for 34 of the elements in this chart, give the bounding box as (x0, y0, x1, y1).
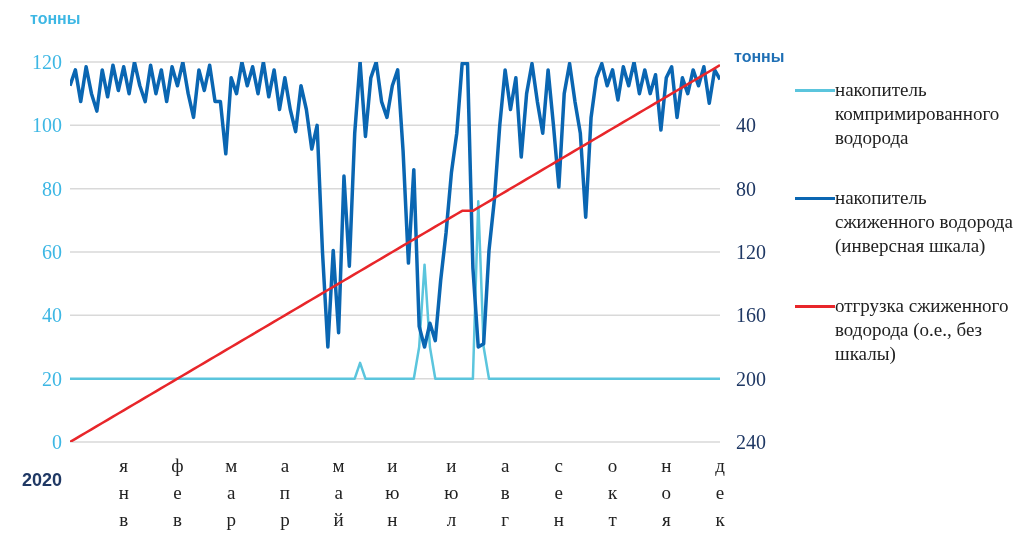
y-axis-title: тонны (30, 10, 81, 28)
x-tick-label: авг (500, 455, 510, 530)
x-tick-label: июн (385, 455, 400, 530)
x-axis-title: 2020 (22, 470, 63, 491)
legend-label: отгрузка сжиженного водорода (о.е., без шкалы) (835, 294, 1010, 366)
y-tick-label: 100 (32, 114, 62, 137)
legend-label: накопитель сжиженного водорода (инверсная шкала) (835, 186, 1014, 258)
x-tick-label: сен (553, 455, 564, 530)
y2-tick-label: 160 (736, 304, 766, 327)
x-tick-label: фев (171, 455, 184, 530)
x-tick-label: мар (225, 455, 238, 530)
x-tick-label: июл (444, 455, 459, 530)
y-tick-label: 60 (42, 241, 62, 264)
y-tick-label: 40 (42, 304, 62, 327)
line-series (70, 62, 720, 349)
x-tick-label: дек (715, 455, 726, 530)
legend-label: накопитель компримированного водорода (835, 78, 1001, 150)
y2-tick-label: 120 (736, 241, 766, 264)
x-tick-label: окт (607, 455, 618, 530)
x-tick-label: янв (118, 455, 129, 530)
y2-tick-label: 240 (736, 431, 766, 454)
line-series (70, 200, 720, 380)
x-tick-label: ноя (661, 455, 672, 530)
x-tick-label: май (332, 455, 345, 530)
y-tick-label: 120 (32, 51, 62, 74)
y-tick-label: 80 (42, 177, 62, 200)
line-series (70, 63, 720, 442)
y-tick-label: 20 (42, 367, 62, 390)
y2-tick-label: 80 (736, 177, 756, 200)
y2-axis-title: тонны (734, 48, 785, 66)
y2-tick-label: 40 (736, 114, 756, 137)
y-tick-label: 0 (52, 431, 62, 454)
y2-tick-label: 200 (736, 367, 766, 390)
x-tick-label: апр (279, 455, 290, 530)
